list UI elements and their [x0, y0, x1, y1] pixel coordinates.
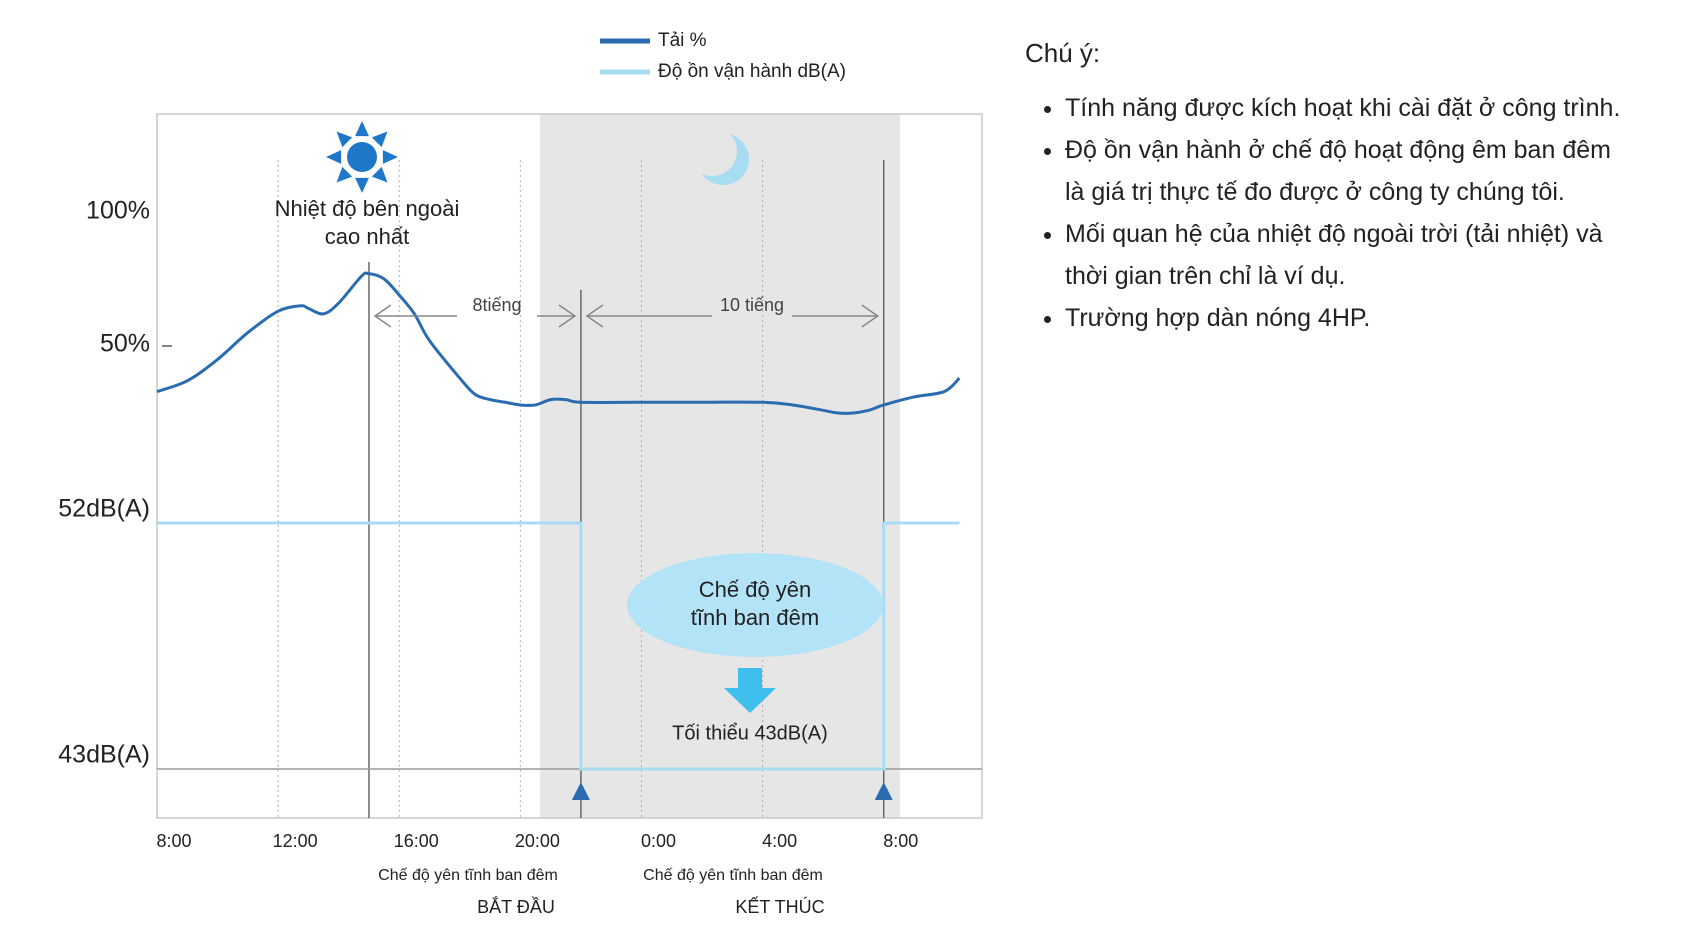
sun-disc: [347, 142, 377, 172]
sun-ray: [355, 121, 369, 137]
y-axis-label: 100%: [86, 197, 150, 225]
duration-label: 8tiếng: [472, 295, 521, 315]
note-text: Tính năng được kích hoạt khi cài đặt ở c…: [1065, 94, 1621, 122]
notes-panel: Chú ý: Tính năng được kích hoạt khi cài …: [1025, 38, 1685, 339]
note-item: Mối quan hệ của nhiệt độ ngoài trời (tải…: [1065, 213, 1685, 297]
sun-icon: [326, 121, 398, 193]
duration-arrow-10h: 10 tiếng: [585, 295, 880, 328]
legend-label: Tải %: [658, 30, 707, 51]
start-label: BẮT ĐẦU: [477, 896, 555, 917]
note-item: Độ ồn vận hành ở chế độ hoạt động êm ban…: [1065, 129, 1685, 213]
duration-arrow-head-right: [861, 304, 880, 328]
x-tick-label: 4:00: [762, 831, 797, 851]
note-text: thời gian trên chỉ là ví dụ.: [1065, 262, 1346, 290]
duration-arrow-head-right: [558, 304, 577, 328]
sun-ray: [326, 150, 342, 164]
note-text: Trường hợp dàn nóng 4HP.: [1065, 304, 1371, 332]
down-arrow-icon: [724, 668, 776, 713]
plot-frame: [156, 113, 983, 819]
end-caption: Chế độ yên tĩnh ban đêm: [643, 867, 823, 884]
sun-ray: [371, 131, 388, 148]
note-text: Độ ồn vận hành ở chế độ hoạt động êm ban…: [1065, 136, 1611, 164]
start-caption: Chế độ yên tĩnh ban đêm: [378, 867, 558, 884]
sun-ray: [336, 131, 353, 148]
x-tick-label: 12:00: [273, 831, 318, 851]
start-triangle-marker: [571, 782, 590, 800]
sun-ray: [382, 150, 398, 164]
note-text: Mối quan hệ của nhiệt độ ngoài trời (tải…: [1065, 220, 1603, 248]
sun-ray: [371, 166, 388, 183]
x-tick-label: 0:00: [641, 831, 676, 851]
end-label: KẾT THÚC: [735, 896, 824, 917]
x-tick-label: 20:00: [515, 831, 560, 851]
min-noise-label: Tối thiểu 43dB(A): [672, 722, 828, 744]
duration-label: 10 tiếng: [720, 295, 784, 315]
peak-label-line1: Nhiệt độ bên ngoài: [275, 196, 460, 221]
x-tick-label: 16:00: [394, 831, 439, 851]
quiet-mode-bubble: [627, 553, 883, 657]
note-item: Trường hợp dàn nóng 4HP.: [1065, 297, 1685, 339]
x-tick-label: 8:00: [883, 831, 918, 851]
notes-title: Chú ý:: [1025, 38, 1101, 68]
duration-arrow-8h: 8tiếng: [373, 295, 577, 328]
duration-arrow-head-left: [373, 304, 392, 328]
y-axis-label: 50%: [100, 330, 150, 358]
notes-list: Tính năng được kích hoạt khi cài đặt ở c…: [1025, 87, 1685, 339]
y-axis-label: 52dB(A): [58, 495, 150, 523]
quiet-mode-line1: Chế độ yên: [699, 577, 812, 602]
moon-icon: [687, 126, 749, 185]
quiet-mode-line2: tĩnh ban đêm: [691, 605, 819, 630]
moon-cutout: [687, 126, 737, 176]
duration-arrow-head-left: [585, 304, 604, 328]
y-axis-label: 43dB(A): [58, 741, 150, 769]
note-item: Tính năng được kích hoạt khi cài đặt ở c…: [1065, 87, 1685, 129]
x-tick-label: 8:00: [156, 831, 191, 851]
peak-label-line2: cao nhất: [325, 224, 409, 249]
noise-series-line: [157, 521, 960, 771]
sun-ray: [355, 177, 369, 193]
night-mode-shade: [540, 114, 900, 818]
end-triangle-marker: [874, 782, 893, 800]
note-text: là giá trị thực tế đo được ở công ty chú…: [1065, 178, 1565, 206]
load-series-line: [156, 271, 961, 415]
sun-ray: [336, 166, 353, 183]
legend-label: Độ ồn vận hành dB(A): [658, 61, 846, 82]
